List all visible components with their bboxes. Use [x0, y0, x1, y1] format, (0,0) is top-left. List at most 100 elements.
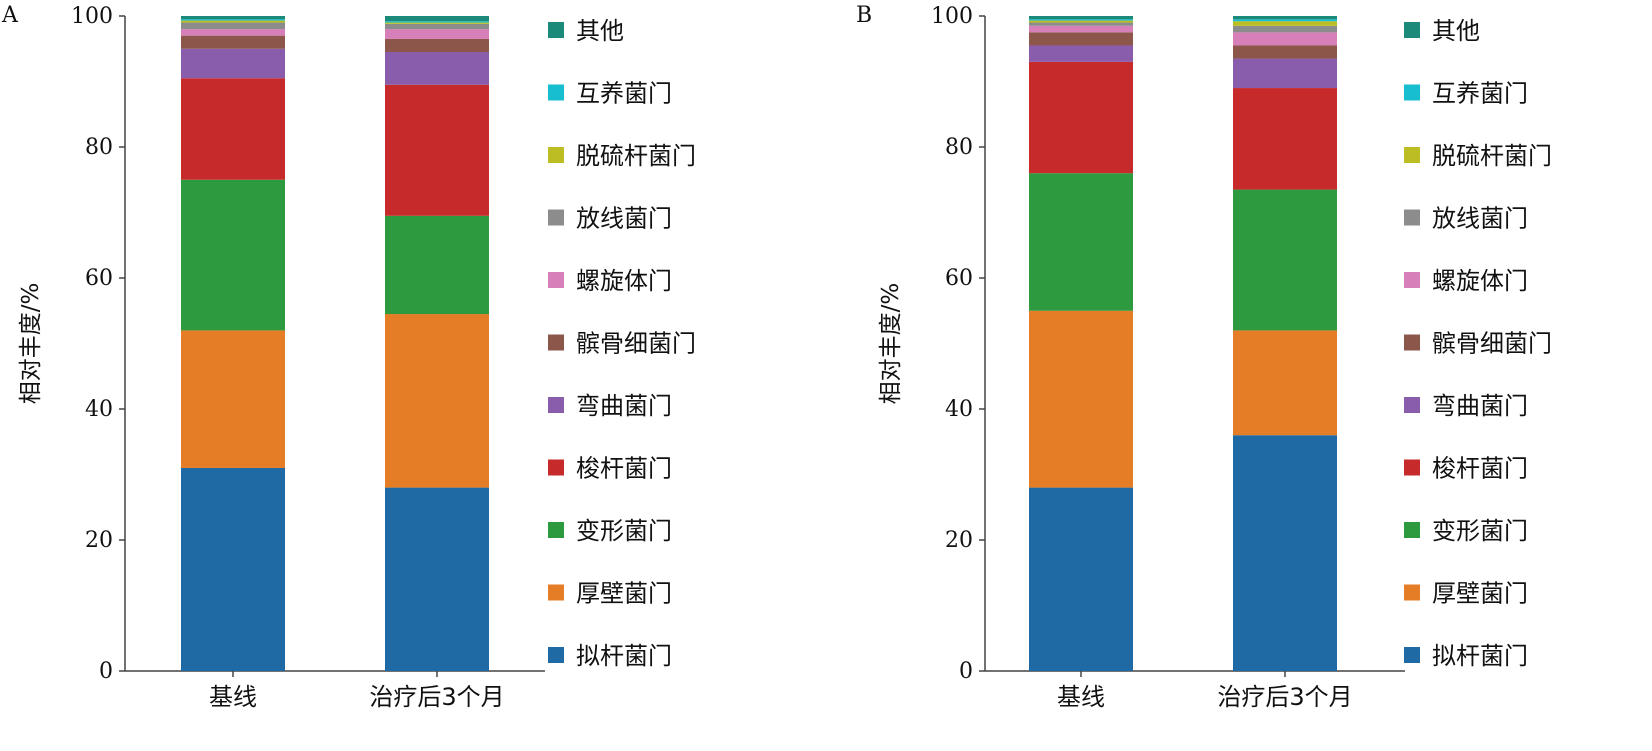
legend-label: 互养菌门 [576, 80, 672, 108]
bar-segment [385, 23, 489, 30]
y-axis-label: 相对丰度/% [18, 283, 44, 405]
bar-segment [181, 29, 285, 36]
legend-label: 放线菌门 [1432, 205, 1528, 233]
bar-segment [1233, 45, 1337, 59]
legend-swatch [1404, 84, 1420, 101]
chart-panel-a: A 相对丰度/% 0 20 40 60 80 100 基线 治疗后3个月 其他互养菌门脱硫杆菌门放线… [1, 3, 696, 711]
y-tick-label: 20 [85, 528, 113, 553]
x-tick-label: 治疗后3个月 [369, 683, 504, 711]
bar-segment [181, 20, 285, 23]
legend-swatch [1404, 209, 1420, 226]
bar-segment [1029, 19, 1133, 21]
bar-segment [1029, 25, 1133, 33]
x-tick-label: 基线 [1057, 683, 1105, 711]
legend-label: 厚壁菌门 [1432, 580, 1528, 608]
bar-segment [1233, 58, 1337, 89]
legend-label: 螺旋体门 [576, 267, 672, 295]
legend-swatch [1404, 147, 1420, 163]
y-tick-label: 100 [931, 4, 973, 29]
legend-label: 厚壁菌门 [576, 580, 672, 608]
legend-label: 放线菌门 [576, 205, 672, 233]
legend-swatch [548, 147, 564, 163]
bar-segment [181, 22, 285, 30]
bar-segment [1233, 330, 1337, 436]
bar-segment [1233, 25, 1337, 33]
legend-swatch [548, 459, 564, 476]
bar-segment [181, 35, 285, 49]
legend-swatch [548, 84, 564, 101]
panel-label: A [1, 3, 19, 28]
bar-segment [181, 16, 285, 20]
bar-segment [1233, 435, 1337, 671]
legend-label: 弯曲菌门 [1432, 392, 1528, 420]
legend-label: 脱硫杆菌门 [1432, 142, 1552, 170]
legend-label: 互养菌门 [1432, 80, 1528, 108]
y-tick-label: 60 [85, 266, 113, 291]
legend-label: 螺旋体门 [1432, 267, 1528, 295]
bar-segment [1029, 487, 1133, 671]
y-tick-label: 100 [71, 4, 113, 29]
legend-swatch [1404, 522, 1420, 538]
legend-swatch [548, 584, 564, 601]
legend-label: 拟杆菌门 [576, 642, 672, 670]
legend-swatch [548, 22, 564, 38]
bar-segment [385, 22, 489, 24]
bar-segment [1029, 16, 1133, 20]
bar-segment [385, 29, 489, 39]
bar-segment [385, 314, 489, 488]
legend-label: 弯曲菌门 [576, 392, 672, 420]
y-tick-label: 80 [945, 135, 973, 160]
bar-segment [181, 48, 285, 79]
bar-segment [1233, 16, 1337, 20]
legend-label: 梭杆菌门 [1432, 455, 1528, 483]
y-tick-label: 60 [945, 266, 973, 291]
bar-segment [1233, 21, 1337, 26]
bar-segment [385, 21, 489, 23]
bar-segment [1029, 173, 1133, 311]
y-tick-label: 40 [945, 397, 973, 422]
bar-segment [1233, 19, 1337, 22]
legend-swatch [1404, 272, 1420, 288]
bar-segment [1029, 20, 1133, 23]
legend-swatch [548, 334, 564, 351]
legend-label: 脱硫杆菌门 [576, 142, 696, 170]
y-tick-label: 20 [945, 528, 973, 553]
bar-segment [181, 19, 285, 21]
y-tick-label: 80 [85, 135, 113, 160]
bar-segment [385, 16, 489, 22]
legend-swatch [1404, 647, 1420, 663]
legend-label: 拟杆菌门 [1432, 642, 1528, 670]
y-tick-label: 40 [85, 397, 113, 422]
bar-segment [1029, 22, 1133, 26]
bar-segment [1029, 61, 1133, 174]
bar-segment [385, 84, 489, 216]
bar-segment [1029, 32, 1133, 46]
bar-segment [1233, 88, 1337, 190]
legend-swatch [1404, 459, 1420, 476]
y-axis-label: 相对丰度/% [878, 283, 904, 405]
bar-segment [181, 467, 285, 671]
legend-swatch [1404, 334, 1420, 351]
legend-label: 变形菌门 [576, 517, 672, 545]
y-tick-label: 0 [959, 659, 973, 684]
bar-segment [385, 487, 489, 671]
legend-swatch [1404, 22, 1420, 38]
bar-segment [181, 78, 285, 180]
legend-swatch [548, 522, 564, 538]
legend-label: 其他 [1432, 17, 1480, 45]
bar-segment [1029, 310, 1133, 488]
bar-segment [385, 38, 489, 53]
y-tick-label: 0 [99, 659, 113, 684]
x-tick-label: 基线 [209, 683, 257, 711]
legend-label: 髌骨细菌门 [576, 330, 696, 358]
bar-segment [181, 330, 285, 468]
legend-swatch [548, 209, 564, 226]
bar-segment [1233, 189, 1337, 331]
panel-label: B [856, 3, 872, 28]
legend-label: 梭杆菌门 [576, 455, 672, 483]
legend-label: 变形菌门 [1432, 517, 1528, 545]
bar-segment [385, 52, 489, 85]
bar-segment [181, 179, 285, 331]
x-tick-label: 治疗后3个月 [1217, 683, 1352, 711]
